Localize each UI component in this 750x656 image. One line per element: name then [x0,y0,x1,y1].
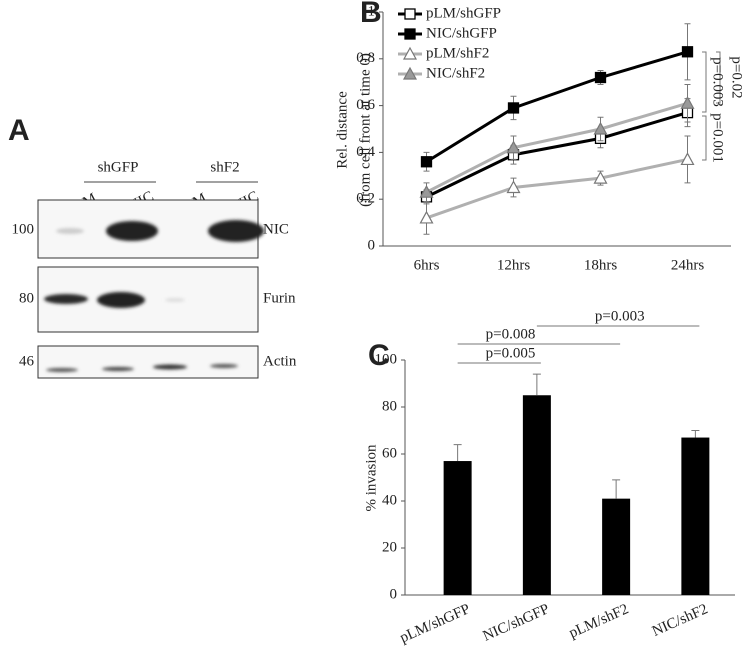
y-tick-label: 20 [382,539,397,555]
bar [602,498,631,595]
y-axis-label: (from cell front at time 0) [357,53,373,207]
y-tick-label: 0.4 [356,144,375,160]
y-tick-label: 0 [390,586,398,602]
series-line [425,101,688,194]
sig-label: p=0.02 [729,56,745,98]
marker [506,140,521,154]
blot-panel [37,345,259,379]
panel-label: B [360,0,382,29]
legend-marker [404,8,416,20]
row-label: Actin [263,353,297,369]
row-label: NIC [263,221,289,237]
sig-label: p=0.003 [595,308,645,324]
error-bar [453,444,462,462]
marker [419,210,434,224]
y-tick-label: 100 [375,351,398,367]
panel-label: A [8,114,30,147]
x-tick-label: NIC/shGFP [481,601,552,644]
blot-bands [44,292,185,308]
mw-marker: 46 [19,353,35,369]
error-bar [691,430,700,438]
y-tick-label: 40 [382,492,397,508]
sig-label: p=0.001 [710,113,726,163]
y-tick-label: 60 [382,445,397,461]
y-tick-label: 0.2 [356,191,375,207]
sig-bracket [702,51,707,113]
blot-bands [46,364,238,372]
y-tick-label: 1 [368,3,376,19]
marker [593,121,608,135]
sig-label: p=0.008 [486,326,536,342]
marker [419,184,434,198]
marker [680,152,695,166]
blot-bands [56,220,264,242]
y-tick-label: 0.8 [356,50,375,66]
y-axis-label: Rel. distance [334,91,350,169]
error-bar [532,373,541,396]
legend-label: NIC/shF2 [426,65,485,81]
mw-marker: 100 [12,221,35,237]
x-tick-label: 24hrs [671,257,704,273]
series-line [425,50,688,164]
marker [506,180,521,194]
x-tick-label: NIC/shF2 [650,601,711,640]
x-tick-label: pLM/shF2 [567,601,631,641]
x-tick-label: 12hrs [497,257,530,273]
error-bar [612,479,621,499]
legend-label: NIC/shGFP [426,25,497,41]
y-tick-label: 0.6 [356,97,375,113]
marker [594,71,607,84]
x-tick-label: pLM/shGFP [398,601,473,646]
bar [443,461,472,595]
group-label: shF2 [210,159,239,175]
legend-marker [402,66,418,80]
series-line [426,157,688,220]
sig-label: p=0.005 [486,345,536,361]
mw-marker: 80 [19,290,34,306]
y-tick-label: 80 [382,398,397,414]
bar [522,395,551,595]
marker [681,46,694,58]
x-tick-label: 6hrs [414,257,440,273]
legend-marker [402,46,418,60]
marker [593,170,608,184]
panel-label: C [368,339,390,372]
y-tick-label: 0 [368,237,376,253]
legend-label: pLM/shF2 [426,45,489,61]
marker [680,96,695,109]
legend-marker [404,28,416,40]
series-line [425,111,688,199]
marker [420,156,433,168]
legend-label: pLM/shGFP [426,5,501,21]
bar [681,437,710,595]
group-label: shGFP [98,159,139,175]
sig-label: p=0.003 [710,57,726,107]
sig-bracket [702,115,707,161]
marker [507,102,520,114]
sig-bracket [716,51,721,104]
y-axis-label: % invasion [363,444,379,512]
x-tick-label: 18hrs [584,257,617,273]
row-label: Furin [263,290,296,306]
